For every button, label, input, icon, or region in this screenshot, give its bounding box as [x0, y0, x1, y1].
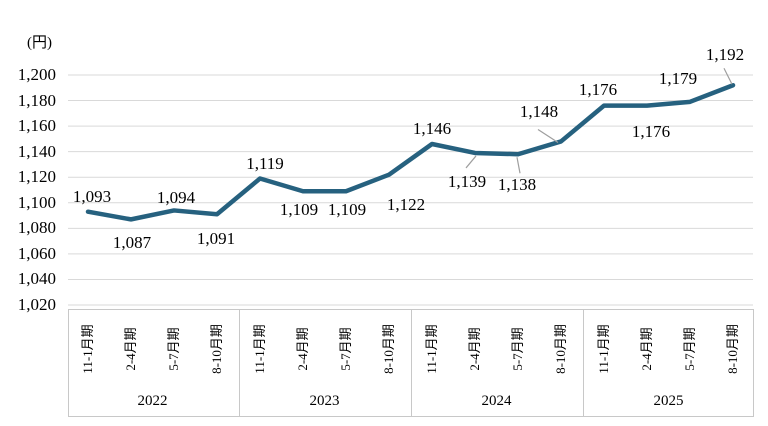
year-label: 2023: [309, 393, 340, 409]
year-label: 2025: [653, 393, 684, 409]
quarter-label: 8-10月期: [381, 324, 396, 374]
data-point-label: 1,148: [519, 102, 559, 122]
data-point-label: 1,176: [578, 79, 618, 99]
y-tick-label: 1,140: [17, 141, 56, 161]
y-axis-unit-label: (円): [27, 35, 52, 51]
quarter-label: 5-7月期: [166, 327, 181, 371]
quarter-label: 8-10月期: [725, 324, 740, 374]
y-tick-label: 1,080: [17, 218, 56, 238]
quarter-label: 11-1月期: [596, 324, 611, 374]
year-label: 2022: [137, 393, 168, 409]
quarter-label: 2-4月期: [467, 327, 482, 371]
data-point-label: 1,122: [386, 194, 426, 214]
leader-line: [723, 67, 733, 85]
year-divider: [410, 309, 412, 416]
data-point-label: 1,087: [112, 233, 152, 253]
y-tick-label: 1,180: [17, 90, 56, 110]
quarter-label: 5-7月期: [510, 327, 525, 371]
y-tick-label: 1,020: [17, 295, 56, 314]
y-tick-label: 1,040: [17, 269, 56, 289]
quarter-label: 11-1月期: [424, 324, 439, 374]
data-point-label: 1,179: [658, 68, 698, 88]
y-tick-label: 1,160: [17, 116, 56, 136]
data-point-label: 1,094: [156, 188, 196, 208]
quarter-label: 5-7月期: [682, 327, 697, 371]
year-divider: [238, 309, 240, 416]
data-point-label: 1,091: [196, 229, 236, 249]
y-tick-label: 1,120: [17, 167, 56, 187]
quarter-label: 2-4月期: [295, 327, 310, 371]
data-point-label: 1,146: [412, 119, 452, 138]
y-tick-label: 1,200: [17, 65, 56, 84]
data-point-label: 1,192: [705, 45, 745, 65]
quarter-label: 8-10月期: [209, 324, 224, 374]
trend-line: [85, 82, 736, 222]
year-label: 2024: [481, 393, 512, 409]
quarter-label: 5-7月期: [338, 327, 353, 371]
data-point-label: 1,138: [497, 175, 537, 195]
data-point-label: 1,109: [279, 200, 319, 220]
quarter-label: 11-1月期: [80, 324, 95, 374]
data-point-label: 1,093: [72, 186, 112, 206]
quarter-label: 2-4月期: [123, 327, 138, 371]
y-tick-label: 1,060: [17, 243, 56, 263]
leader-line: [537, 128, 559, 143]
leader-line: [516, 157, 521, 174]
data-point-label: 1,139: [447, 171, 487, 191]
quarter-label: 8-10月期: [553, 324, 568, 374]
y-tick-label: 1,100: [17, 192, 56, 212]
year-divider: [582, 309, 584, 416]
data-point-label: 1,109: [327, 200, 367, 220]
data-point-label: 1,119: [246, 153, 284, 173]
quarter-label: 2-4月期: [639, 327, 654, 371]
quarter-label: 11-1月期: [252, 324, 267, 374]
data-point-label: 1,176: [631, 121, 671, 141]
leader-line: [465, 155, 477, 169]
